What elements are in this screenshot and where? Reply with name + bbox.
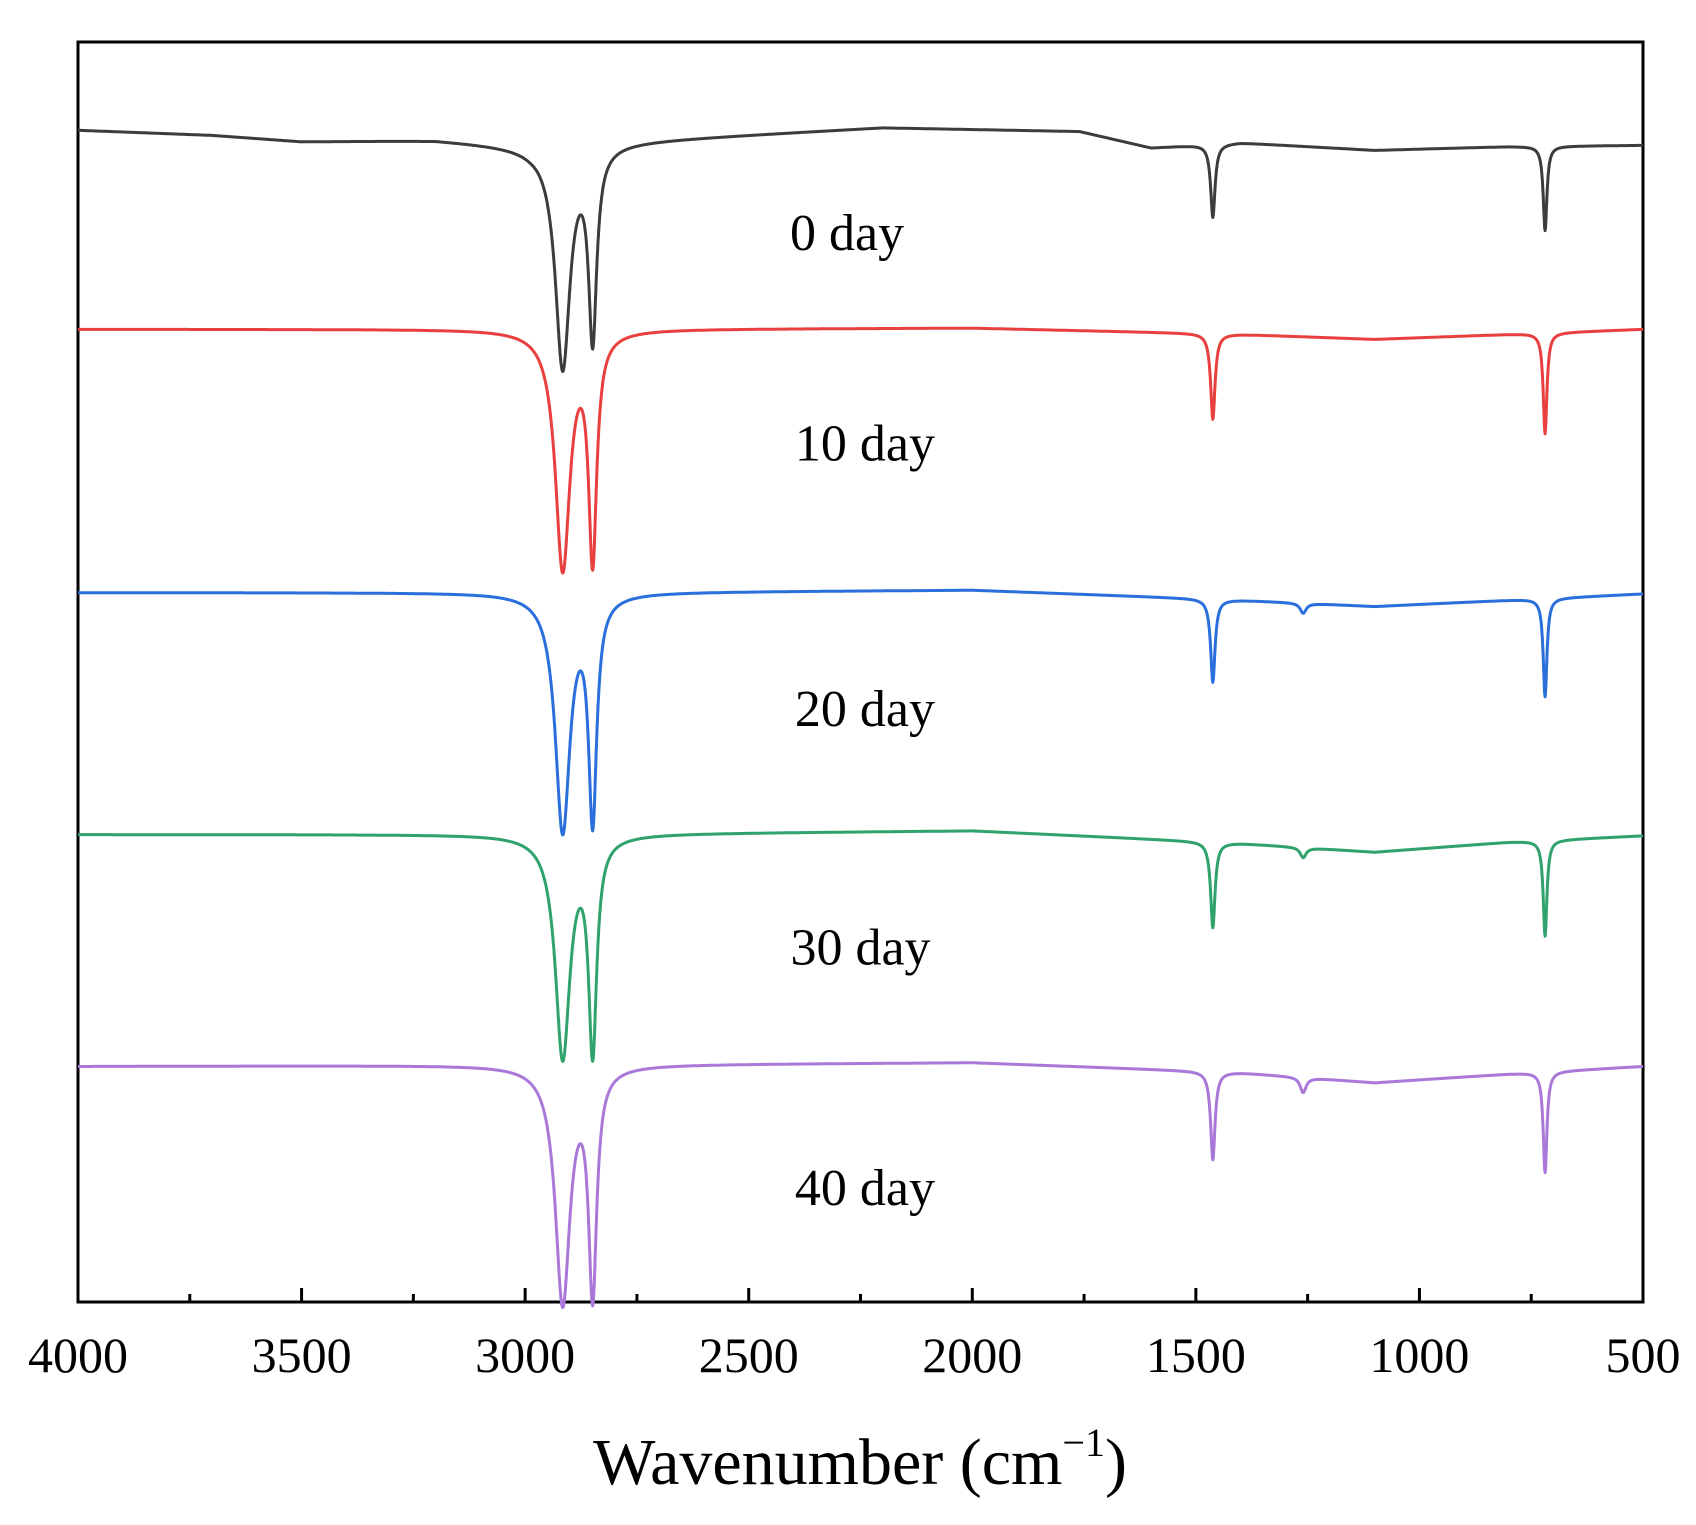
series-line-0-day — [76, 126, 1645, 373]
series-lines — [76, 126, 1645, 1310]
series-line-10-day — [76, 326, 1645, 575]
x-axis-title-main: Wavenumber (cm — [593, 1426, 1062, 1499]
series-line-20-day — [76, 588, 1645, 837]
series-label: 10 day — [795, 415, 935, 472]
x-tick-label: 1500 — [1146, 1327, 1246, 1383]
x-axis-title: Wavenumber (cm−1) — [593, 1420, 1127, 1499]
x-axis-tick-labels: 4000 3500 3000 2500 2000 1500 1000 500 — [28, 1327, 1681, 1383]
x-tick-label: 1000 — [1369, 1327, 1469, 1383]
x-tick-label: 2000 — [922, 1327, 1022, 1383]
x-tick-label: 3500 — [252, 1327, 352, 1383]
series-line-30-day — [76, 829, 1645, 1063]
series-labels: 0 day 10 day 20 day 30 day 40 day — [790, 205, 935, 1217]
x-tick-label: 4000 — [28, 1327, 128, 1383]
x-axis-title-sup: −1 — [1062, 1420, 1105, 1465]
series-label: 30 day — [790, 919, 930, 976]
series-label: 0 day — [790, 205, 904, 262]
series-line-40-day — [76, 1061, 1645, 1310]
x-axis-title-close: ) — [1105, 1426, 1127, 1499]
x-tick-label: 3000 — [475, 1327, 575, 1383]
series-label: 20 day — [795, 681, 935, 738]
x-tick-label: 500 — [1606, 1327, 1681, 1383]
x-tick-label: 2500 — [699, 1327, 799, 1383]
x-axis-ticks — [76, 1288, 1645, 1302]
series-label: 40 day — [795, 1160, 935, 1217]
